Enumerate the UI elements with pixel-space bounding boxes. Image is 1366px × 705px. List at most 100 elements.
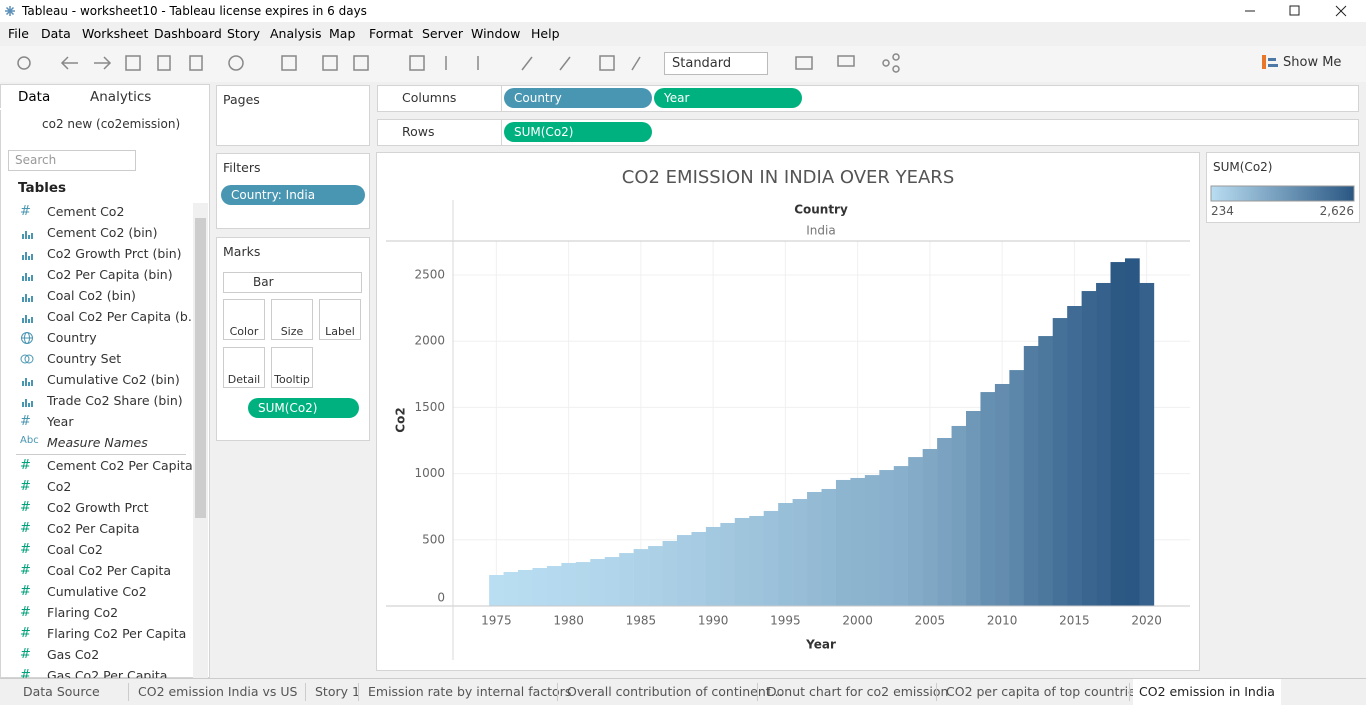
sheet-tab[interactable]: CO2 emission India vs US — [138, 684, 298, 699]
mark-button[interactable]: Tooltip — [271, 347, 313, 388]
field-name[interactable]: Flaring Co2 Per Capita — [47, 626, 187, 641]
mark-button[interactable]: Label — [319, 299, 361, 340]
header-value: India — [806, 224, 835, 238]
column-pill[interactable]: Country — [504, 88, 652, 108]
x-tick-label: 2000 — [842, 614, 873, 628]
bar — [662, 540, 678, 606]
field-name[interactable]: Cement Co2 (bin) — [47, 225, 158, 240]
sheet-tab[interactable]: Donut chart for co2 emission — [767, 684, 949, 699]
sheet-tab[interactable]: CO2 emission in India — [1133, 679, 1281, 705]
field-name[interactable]: Country Set — [47, 351, 122, 366]
menu-item[interactable]: Format — [369, 26, 414, 41]
mark-button[interactable]: Size — [271, 299, 313, 340]
field-icon — [21, 332, 33, 344]
field-name[interactable]: Co2 Growth Prct (bin) — [47, 246, 182, 261]
field-name[interactable]: Coal Co2 Per Capita — [47, 563, 172, 578]
field-icon: # — [20, 605, 31, 620]
card-title: Marks — [223, 244, 261, 259]
tab-divider — [757, 683, 758, 701]
column-pill[interactable]: Year — [654, 88, 802, 108]
menu-item[interactable]: Help — [531, 26, 560, 41]
field-name[interactable]: Coal Co2 (bin) — [47, 288, 136, 303]
y-tick-label: 2000 — [414, 334, 445, 348]
field-name[interactable]: Co2 — [47, 479, 72, 494]
field-icon — [22, 399, 33, 407]
field-icon: # — [20, 479, 31, 494]
bar — [1081, 291, 1097, 606]
menu-item[interactable]: Story — [227, 26, 261, 41]
bar — [763, 510, 779, 606]
field-name[interactable]: Trade Co2 Share (bin) — [47, 393, 183, 408]
field-name[interactable]: Co2 Growth Prct — [47, 500, 149, 515]
menu-item[interactable]: Map — [329, 26, 356, 41]
bar — [908, 457, 923, 606]
field-icon: # — [20, 668, 31, 683]
field-name[interactable]: Cumulative Co2 (bin) — [47, 372, 180, 387]
y-tick-label: 500 — [422, 532, 445, 546]
menu-item[interactable]: Worksheet — [82, 26, 149, 41]
mark-type[interactable]: Bar — [223, 272, 362, 293]
sheet-tab[interactable]: Story 1 — [315, 684, 360, 699]
sheet-tab[interactable]: CO2 per capita of top countries — [946, 684, 1143, 699]
field-name[interactable]: Gas Co2 — [47, 647, 100, 662]
sheet-tab[interactable]: Data Source — [23, 684, 100, 699]
field-name[interactable]: Co2 Per Capita — [47, 521, 140, 536]
y-tick-label: 1000 — [414, 466, 445, 480]
bar — [1067, 306, 1082, 606]
menu-item[interactable]: File — [8, 26, 29, 41]
mark-button[interactable]: Color — [223, 299, 265, 340]
field-name[interactable]: Coal Co2 — [47, 542, 103, 557]
bar — [1052, 318, 1068, 606]
fit-dropdown[interactable]: Standard — [664, 52, 768, 75]
tab-divider — [305, 683, 306, 701]
card-title: Pages — [223, 92, 260, 107]
mark-button[interactable]: Detail — [223, 347, 265, 388]
menu-item[interactable]: Server — [422, 26, 463, 41]
bar — [778, 503, 793, 606]
scroll-thumb[interactable] — [195, 218, 206, 518]
bar — [676, 535, 692, 606]
sheet-tab[interactable]: Emission rate by internal factors — [368, 684, 572, 699]
menu-item[interactable]: Analysis — [270, 26, 322, 41]
menu-item[interactable]: Data — [41, 26, 71, 41]
bar — [648, 546, 663, 606]
bar — [951, 425, 967, 606]
bar — [893, 466, 909, 606]
field-name[interactable]: Measure Names — [47, 435, 148, 450]
bar — [749, 515, 764, 606]
field-icon — [22, 252, 33, 260]
legend-label: 234 — [1211, 204, 1234, 218]
field-name[interactable]: Year — [47, 414, 74, 429]
bar — [734, 517, 750, 606]
tab-underline — [0, 108, 76, 110]
tab[interactable]: Data — [18, 89, 51, 105]
show-me[interactable]: Show Me — [1283, 55, 1342, 70]
search-box[interactable]: Search — [8, 150, 136, 171]
filter-pill[interactable]: Country: India — [221, 185, 365, 205]
tab-divider — [358, 683, 359, 701]
sheet-tab[interactable]: Overall contribution of continent... — [567, 684, 783, 699]
bar — [922, 448, 938, 606]
field-icon: # — [20, 647, 31, 662]
tab[interactable]: Analytics — [90, 89, 152, 105]
field-name[interactable]: Co2 Per Capita (bin) — [47, 267, 173, 282]
y-tick-label: 0 — [437, 591, 445, 605]
row-pill[interactable]: SUM(Co2) — [504, 122, 652, 142]
tab-divider — [128, 683, 129, 701]
shelf-divider — [501, 119, 502, 146]
bar — [691, 531, 707, 606]
legend-ramp — [1210, 185, 1355, 202]
x-tick-label: 1980 — [553, 614, 584, 628]
field-name[interactable]: Flaring Co2 — [47, 605, 119, 620]
field-name[interactable]: Country — [47, 330, 97, 345]
shelf-title: Columns — [402, 90, 457, 105]
field-name[interactable]: Cement Co2 Per Capita — [47, 458, 193, 473]
card-title: Filters — [223, 160, 261, 175]
x-tick-label: 2010 — [987, 614, 1018, 628]
field-name[interactable]: Coal Co2 Per Capita (b... — [47, 309, 200, 324]
mark-pill[interactable]: SUM(Co2) — [248, 398, 359, 418]
field-name[interactable]: Cement Co2 — [47, 204, 125, 219]
field-name[interactable]: Cumulative Co2 — [47, 584, 147, 599]
menu-item[interactable]: Dashboard — [154, 26, 222, 41]
menu-item[interactable]: Window — [471, 26, 521, 41]
